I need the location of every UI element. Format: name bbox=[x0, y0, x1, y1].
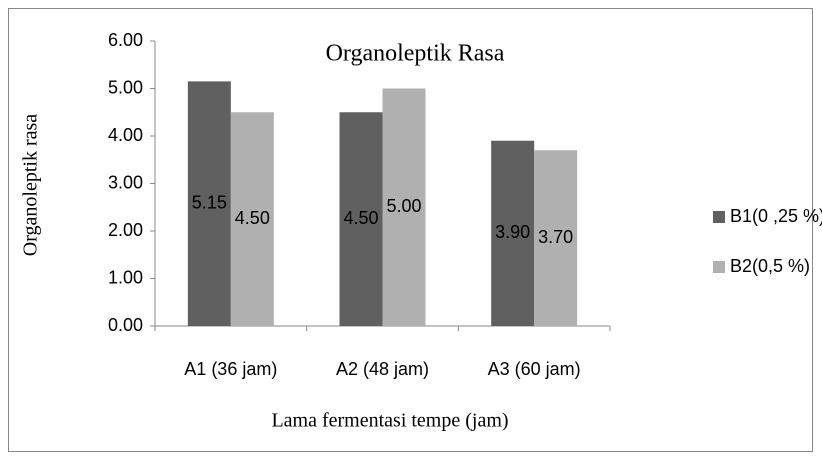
value-label: 5.00 bbox=[386, 196, 421, 216]
y-tick-label: 0.00 bbox=[108, 315, 143, 335]
value-label: 5.15 bbox=[192, 192, 227, 212]
y-tick-label: 2.00 bbox=[108, 220, 143, 240]
chart-title: Organoleptik Rasa bbox=[326, 41, 505, 67]
y-tick-label: 1.00 bbox=[108, 267, 143, 287]
x-tick-label: A2 (48 jam) bbox=[336, 359, 429, 379]
y-tick-label: 5.00 bbox=[108, 77, 143, 97]
y-axis-label: Organoleptik rasa bbox=[20, 114, 42, 256]
x-tick-label: A3 (60 jam) bbox=[488, 359, 581, 379]
y-tick-label: 4.00 bbox=[108, 125, 143, 145]
x-tick-label: A1 (36 jam) bbox=[184, 359, 277, 379]
bar bbox=[339, 112, 383, 326]
legend-swatch bbox=[713, 261, 725, 273]
value-label: 4.50 bbox=[343, 208, 378, 228]
legend-label: B1(0 ,25 %) bbox=[730, 206, 822, 226]
legend-swatch bbox=[713, 211, 725, 223]
value-label: 4.50 bbox=[235, 208, 270, 228]
bar bbox=[534, 150, 578, 326]
bar bbox=[230, 112, 274, 326]
value-label: 3.70 bbox=[538, 227, 573, 247]
bar bbox=[187, 81, 231, 326]
x-axis-label: Lama fermentasi tempe (jam) bbox=[271, 410, 508, 432]
bar bbox=[491, 140, 535, 326]
bar bbox=[382, 88, 426, 326]
y-tick-label: 6.00 bbox=[108, 30, 143, 50]
value-label: 3.90 bbox=[495, 222, 530, 242]
y-tick-label: 3.00 bbox=[108, 172, 143, 192]
legend-label: B2(0,5 %) bbox=[730, 256, 810, 276]
